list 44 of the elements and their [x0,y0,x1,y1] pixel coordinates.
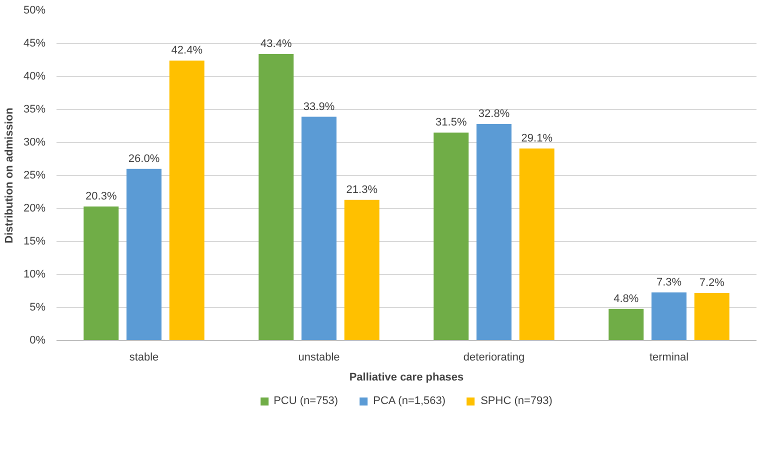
y-tick-label: 20% [23,202,46,214]
y-tick-label: 30% [23,136,46,148]
bar [169,60,204,340]
bar [302,116,336,340]
bar [344,200,380,340]
data-label: 29.1% [521,132,553,144]
x-axis-title: Palliative care phases [349,372,464,384]
y-tick-label: 40% [23,70,46,82]
data-label: 26.0% [128,152,160,165]
y-tick-label: 5% [30,302,46,314]
bar [608,308,644,340]
data-label: 32.8% [478,108,510,120]
y-axis-title: Distribution on admission [3,107,16,244]
y-tick-label: 25% [23,170,46,182]
y-tick-label: 15% [23,236,46,248]
data-label: 7.3% [656,276,682,288]
data-label: 43.4% [260,38,292,50]
bar [694,292,730,340]
bar [476,124,512,340]
y-tick-label: 10% [23,268,46,280]
y-tick-label: 0% [30,334,46,346]
data-label: 33.9% [303,100,335,113]
data-label: 4.8% [614,292,639,305]
bar [652,292,686,340]
x-tick-label: deteriorating [463,352,525,364]
y-tick-label: 50% [23,4,46,16]
bar [84,206,119,340]
data-label: 42.4% [171,44,203,57]
x-tick-label: stable [129,352,159,364]
legend-label: PCU (n=753) [274,395,338,407]
data-label: 20.3% [86,190,117,203]
data-label: 7.2% [699,276,725,289]
bar [519,148,554,340]
data-label: 21.3% [346,184,378,196]
x-tick-label: unstable [298,352,340,364]
y-tick-label: 35% [23,104,46,116]
x-tick-label: terminal [649,352,689,364]
bar [258,54,294,340]
legend-label: PCA (n=1,563) [373,395,446,407]
bar [126,168,162,340]
y-tick-label: 45% [23,38,46,50]
bar [434,132,469,340]
data-label: 31.5% [436,116,467,129]
legend-label: SPHC (n=793) [480,395,552,407]
